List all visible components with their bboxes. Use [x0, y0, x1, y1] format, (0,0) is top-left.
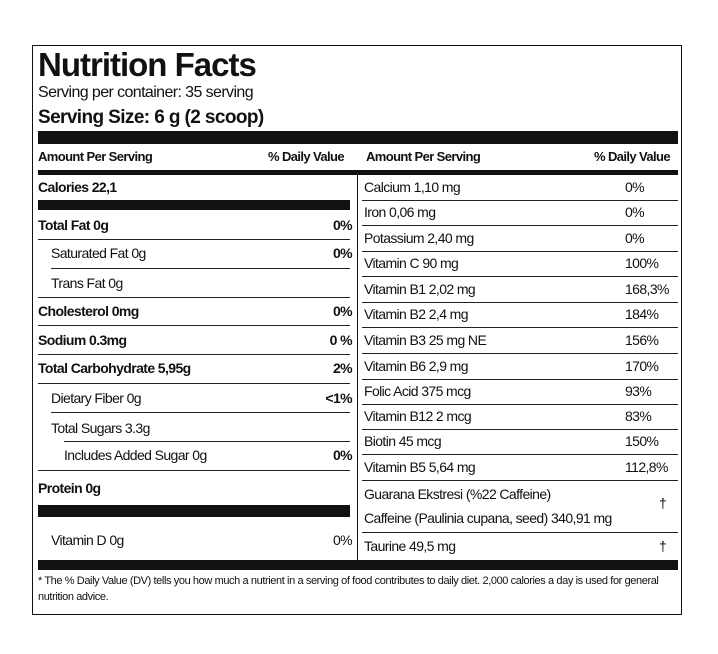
row-name: Trans Fat 0g — [51, 275, 123, 291]
rule — [362, 225, 678, 226]
row-name: Total Carbohydrate 5,95g — [38, 360, 191, 376]
row-name: Total Fat 0g — [38, 217, 109, 233]
daily-value: 0% — [332, 447, 353, 463]
daily-value: 170% — [625, 358, 659, 374]
column-header: Amount Per Serving — [38, 149, 153, 164]
row-name: Iron 0,06 mg — [364, 204, 436, 220]
row-name: Vitamin B1 2,02 mg — [364, 281, 476, 297]
daily-value: 156% — [625, 332, 659, 348]
rule — [362, 429, 678, 430]
daily-value: 0% — [332, 217, 353, 233]
row-name: Caffeine (Paulinia cupana, seed) 340,91 … — [364, 510, 612, 526]
rule — [362, 353, 678, 354]
border — [32, 45, 682, 46]
daily-value: 184% — [625, 306, 659, 322]
rule — [362, 327, 678, 328]
footnote: * The % Daily Value (DV) tells you how m… — [38, 575, 659, 603]
column-header: % Daily Value — [594, 149, 671, 164]
daily-value: 112,8% — [625, 459, 668, 475]
daily-value: 83% — [625, 408, 652, 424]
row-name: Biotin 45 mcg — [364, 433, 442, 449]
row-name: Guarana Ekstresi (%22 Caffeine) — [364, 486, 551, 502]
thick-bar — [38, 131, 678, 144]
rule — [362, 200, 678, 201]
divider — [357, 172, 358, 562]
rule — [362, 251, 678, 252]
row-name: Folic Acid 375 mcg — [364, 383, 471, 399]
row-name: Protein 0g — [38, 480, 101, 496]
row-name: Total Sugars 3.3g — [51, 420, 150, 436]
rule — [64, 441, 350, 442]
title: Nutrition Facts — [38, 46, 257, 83]
row-name: Vitamin B5 5,64 mg — [364, 459, 476, 475]
row-name: Cholesterol 0mg — [38, 303, 139, 319]
rule — [38, 239, 350, 240]
rule — [362, 276, 678, 277]
bar — [38, 170, 678, 175]
row-name: Sodium 0.3mg — [38, 332, 127, 348]
rule — [38, 297, 350, 298]
row-name: Vitamin B3 25 mg NE — [364, 332, 487, 348]
border — [32, 45, 33, 615]
rule — [38, 354, 350, 355]
daily-value: <1% — [325, 390, 352, 406]
rule — [38, 470, 350, 471]
rule — [362, 302, 678, 303]
serving-size: Serving Size: 6 g (2 scoop) — [38, 107, 264, 128]
row-name: Includes Added Sugar 0g — [64, 447, 207, 463]
daily-value: 0% — [625, 179, 645, 195]
row-name: Vitamin D 0g — [51, 532, 124, 548]
thick-bar — [38, 200, 350, 210]
rule — [38, 325, 350, 326]
row-name: Vitamin B2 2,4 mg — [364, 306, 469, 322]
rule — [362, 404, 678, 405]
rule — [362, 480, 678, 481]
daily-value: 0% — [332, 303, 353, 319]
border — [32, 614, 682, 615]
rule — [51, 412, 350, 413]
row-name: Vitamin B12 2 mcg — [364, 408, 472, 424]
border — [681, 45, 682, 615]
daily-value: † — [659, 495, 667, 511]
daily-value: 0% — [332, 532, 353, 548]
daily-value: 2% — [332, 360, 353, 376]
row-name: Dietary Fiber 0g — [51, 390, 142, 406]
daily-value: 0 % — [329, 332, 353, 348]
daily-value: 150% — [625, 433, 659, 449]
rule — [362, 532, 678, 533]
daily-value: 0% — [625, 204, 645, 220]
rule — [38, 383, 350, 384]
rule — [362, 454, 678, 455]
row-name: Calcium 1,10 mg — [364, 179, 461, 195]
servings: Serving per container: 35 serving — [38, 84, 254, 101]
daily-value: 93% — [625, 383, 652, 399]
row-name: Taurine 49,5 mg — [364, 538, 456, 554]
calories: Calories 22,1 — [38, 179, 117, 195]
row-name: Vitamin B6 2,9 mg — [364, 358, 469, 374]
column-header: Amount Per Serving — [366, 149, 481, 164]
daily-value: 100% — [625, 255, 659, 271]
daily-value: 0% — [332, 245, 353, 261]
daily-value: 168,3% — [625, 281, 669, 297]
column-header: % Daily Value — [268, 149, 345, 164]
daily-value: 0% — [625, 230, 645, 246]
thick-bar — [38, 505, 350, 517]
row-name: Potassium 2,40 mg — [364, 230, 474, 246]
row-name: Saturated Fat 0g — [51, 245, 146, 261]
rule — [362, 379, 678, 380]
daily-value: † — [659, 538, 667, 554]
thick-bar — [38, 560, 678, 570]
rule — [51, 268, 350, 269]
row-name: Vitamin C 90 mg — [364, 255, 459, 271]
